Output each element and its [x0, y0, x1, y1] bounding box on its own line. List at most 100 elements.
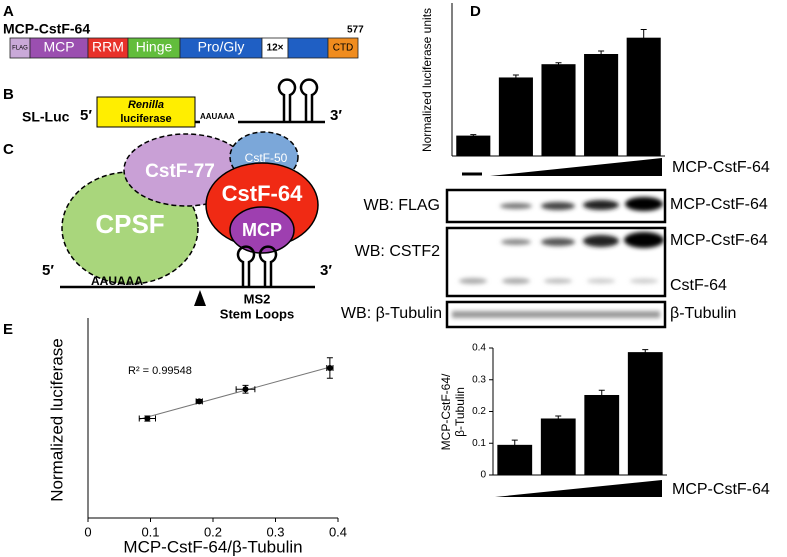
domain-label: FLAG — [12, 46, 28, 52]
error-bar — [640, 29, 647, 47]
error-bar — [598, 389, 605, 401]
bar — [540, 418, 576, 475]
point — [242, 386, 249, 393]
band — [625, 197, 663, 211]
band — [459, 278, 487, 284]
band — [630, 278, 658, 284]
protein-label: CstF-64 — [222, 181, 303, 206]
rna-line — [195, 78, 325, 124]
x-axis-title: MCP-CstF-64 — [672, 481, 770, 498]
band — [624, 232, 664, 248]
protein-label: CstF-50 — [245, 151, 288, 165]
ramp — [495, 480, 662, 497]
panel-label: E — [3, 321, 13, 338]
x-tick-label: 0.4 — [329, 524, 347, 539]
y-tick-label: 0 — [480, 470, 486, 481]
construct-length: 577 — [347, 25, 364, 36]
bar — [626, 37, 661, 156]
error-bar — [470, 134, 477, 138]
y-axis-title: Normalized luciferase — [47, 338, 66, 501]
domain-label: 12× — [267, 43, 284, 54]
y-tick-label: 0.2 — [472, 406, 486, 417]
bar — [584, 54, 619, 156]
gene-label: Renilla — [128, 99, 164, 111]
cleavage-site — [194, 290, 206, 306]
x-tick-label: 0.1 — [141, 524, 159, 539]
y-axis-title: MCP-CstF-64/ — [439, 373, 453, 450]
error-bar — [555, 415, 562, 422]
error-bar — [555, 62, 562, 67]
point — [196, 398, 203, 405]
x-tick-label: 0.2 — [204, 524, 222, 539]
error-bar — [512, 74, 519, 81]
panel-label: A — [3, 3, 14, 20]
domain-label: CTD — [333, 43, 354, 54]
reporter-name: SL-Luc — [22, 109, 70, 125]
domain-label: MCP — [43, 39, 74, 55]
construct-bar — [9, 37, 359, 59]
band — [583, 200, 619, 210]
x-tick-label: 0.3 — [266, 524, 284, 539]
panel-label: D — [470, 3, 481, 20]
five-prime: 5′ — [42, 262, 54, 279]
wb-label: WB: FLAG — [364, 197, 440, 214]
band — [587, 278, 615, 284]
band — [500, 203, 532, 209]
three-prime: 3′ — [320, 262, 332, 279]
band — [502, 278, 530, 284]
bar — [627, 352, 663, 475]
band — [544, 278, 572, 284]
bar — [584, 394, 620, 475]
mcp — [229, 206, 295, 254]
protein-label: CstF-77 — [145, 161, 215, 182]
protein-label: MCP — [242, 220, 282, 240]
error-bar — [642, 349, 649, 356]
domain-label: Hinge — [136, 39, 173, 55]
luciferase-box — [96, 96, 196, 128]
band — [501, 239, 531, 245]
bar — [456, 135, 491, 156]
loop-label: Stem Loops — [220, 306, 294, 321]
x-axis-title: MCP-CstF-64/β-Tubulin — [123, 537, 302, 556]
error-bar — [511, 439, 518, 451]
gene-label: luciferase — [120, 113, 171, 125]
domain — [327, 37, 359, 59]
domain-label: Pro/Gly — [198, 39, 245, 55]
band — [583, 235, 619, 247]
construct-name: MCP-CstF-64 — [3, 21, 90, 37]
band — [452, 311, 660, 318]
panel-label: B — [3, 86, 14, 103]
x-axis-title: MCP-CstF-64 — [672, 159, 770, 176]
error-bar — [598, 50, 605, 58]
bands — [452, 197, 664, 318]
ramp — [490, 158, 662, 176]
y-axis-title: β-Tubulin — [453, 387, 467, 437]
y-tick-label: 0.4 — [472, 343, 486, 354]
three-prime: 3′ — [330, 107, 342, 124]
point — [144, 415, 151, 422]
trend-line — [139, 366, 331, 420]
signal-label: AAUAAA — [200, 112, 235, 121]
blot — [445, 188, 667, 329]
domain-label: RRM — [92, 39, 124, 55]
wb-label: CstF-64 — [670, 277, 727, 294]
y-tick-label: 0.1 — [472, 438, 486, 449]
signal-label: AAUAAA — [91, 274, 143, 288]
loop-label: MS2 — [244, 291, 271, 306]
domain — [287, 37, 329, 59]
x-tick-label: 0 — [84, 524, 91, 539]
wb-label: MCP-CstF-64 — [670, 196, 768, 213]
rna-line — [60, 245, 315, 289]
protein-label: CPSF — [95, 209, 164, 239]
wb-label: WB: CSTF2 — [355, 243, 440, 260]
y-tick-label: 0.3 — [472, 374, 486, 385]
y-axis-title: Normalized luciferase units — [420, 8, 434, 152]
wb-label: MCP-CstF-64 — [670, 232, 768, 249]
annotation: R² = 0.99548 — [128, 365, 192, 377]
bar — [541, 64, 576, 156]
bar — [498, 77, 533, 156]
point — [326, 365, 333, 371]
five-prime: 5′ — [80, 107, 92, 124]
panel-label: C — [3, 141, 14, 158]
